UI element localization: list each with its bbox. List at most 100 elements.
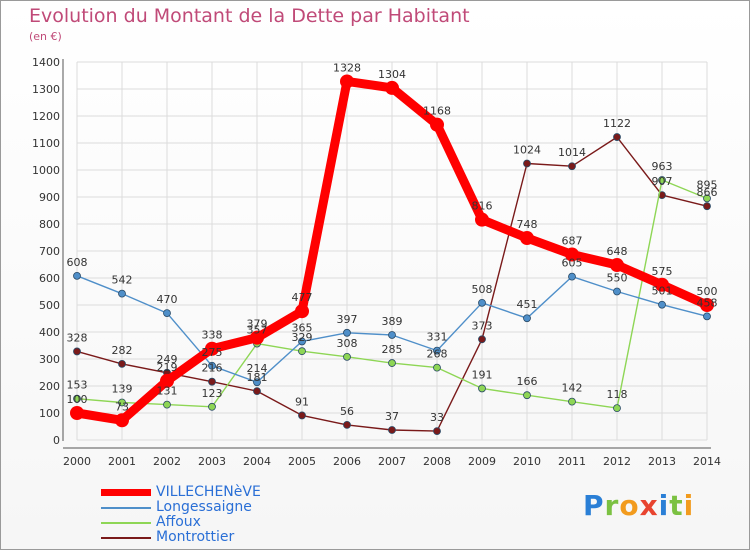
data-point	[568, 272, 576, 281]
data-point	[478, 335, 486, 344]
data-point	[73, 271, 81, 280]
data-label: 907	[652, 175, 673, 188]
data-label: 249	[157, 353, 178, 366]
data-point	[613, 133, 621, 141]
logo-letter: x	[639, 489, 659, 522]
data-point	[433, 346, 441, 355]
data-point	[343, 420, 351, 429]
y-tick-label: 1400	[32, 56, 60, 69]
y-tick-label: 1300	[32, 83, 60, 96]
data-label: 451	[517, 298, 538, 311]
data-point	[610, 258, 624, 273]
data-label: 500	[697, 285, 718, 298]
data-point	[613, 287, 621, 296]
data-point	[478, 384, 486, 393]
y-tick-label: 200	[39, 380, 60, 393]
logo-letter: t	[669, 489, 684, 522]
data-point	[253, 378, 261, 387]
x-tick-label: 2013	[648, 455, 676, 468]
y-tick-label: 300	[39, 353, 60, 366]
data-label: 379	[247, 318, 268, 331]
data-label: 181	[247, 371, 268, 384]
legend-swatch	[101, 489, 151, 496]
data-label: 608	[67, 256, 88, 269]
data-label: 91	[295, 395, 309, 408]
y-tick-label: 400	[39, 326, 60, 339]
data-point	[658, 176, 666, 184]
logo-letter: i	[683, 489, 695, 522]
data-label: 214	[247, 362, 268, 375]
x-tick-label: 2001	[108, 455, 136, 468]
data-point	[73, 394, 81, 403]
logo-letter: P	[583, 489, 605, 522]
data-label: 56	[340, 405, 354, 418]
data-point	[523, 391, 531, 400]
x-tick-label: 2003	[198, 455, 226, 468]
data-point	[523, 314, 531, 323]
data-label: 389	[382, 315, 403, 328]
data-label: 153	[67, 379, 88, 392]
y-tick-label: 700	[39, 245, 60, 258]
x-tick-label: 2014	[693, 455, 721, 468]
chart-unit-label: (en €)	[29, 30, 62, 43]
data-point	[478, 298, 486, 307]
data-label: 282	[112, 344, 133, 357]
data-label: 123	[202, 387, 223, 400]
x-tick-label: 2008	[423, 455, 451, 468]
data-label: 470	[157, 293, 178, 306]
data-point	[295, 304, 309, 319]
data-point	[613, 404, 621, 413]
data-point	[388, 331, 396, 339]
data-label: 605	[562, 257, 583, 270]
x-tick-label: 2006	[333, 455, 361, 468]
data-point	[388, 426, 396, 434]
data-label: 139	[112, 382, 133, 395]
data-point	[433, 363, 441, 372]
data-label: 501	[652, 285, 673, 298]
data-point	[118, 359, 126, 368]
logo-letter: o	[619, 489, 640, 522]
data-label: 268	[427, 348, 448, 361]
data-point	[205, 341, 219, 356]
chart-grid	[76, 61, 708, 441]
chart-axes	[62, 59, 711, 449]
data-label: 1304	[378, 68, 406, 81]
data-label: 542	[112, 274, 133, 287]
data-label: 1168	[423, 105, 451, 118]
data-label: 508	[472, 283, 493, 296]
data-point	[343, 328, 351, 337]
logo-letter: r	[604, 489, 620, 522]
data-label: 100	[67, 393, 88, 406]
data-label: 1014	[558, 146, 586, 159]
data-label: 118	[607, 388, 628, 401]
data-point	[253, 387, 261, 396]
data-point	[118, 289, 126, 298]
legend-label: Montrottier	[156, 529, 235, 545]
data-label: 550	[607, 272, 628, 285]
data-label: 1024	[513, 144, 541, 157]
legend-swatch	[101, 507, 151, 509]
data-label: 1122	[603, 117, 631, 130]
data-point	[658, 300, 666, 309]
legend-swatch	[101, 537, 151, 539]
data-label: 285	[382, 343, 403, 356]
data-label: 357	[247, 324, 268, 337]
data-label: 365	[292, 321, 313, 334]
data-label: 648	[607, 245, 628, 258]
data-point	[118, 398, 126, 407]
data-point	[433, 427, 441, 435]
data-label: 338	[202, 329, 223, 342]
data-point	[700, 298, 714, 312]
data-point	[703, 202, 711, 211]
data-point	[208, 377, 216, 386]
data-label: 895	[697, 178, 718, 191]
data-label: 142	[562, 382, 583, 395]
y-tick-label: 0	[53, 434, 60, 447]
data-point	[703, 312, 711, 321]
data-point	[298, 347, 306, 356]
chart-title: Evolution du Montant de la Dette par Hab…	[29, 5, 470, 27]
data-point	[340, 74, 354, 89]
